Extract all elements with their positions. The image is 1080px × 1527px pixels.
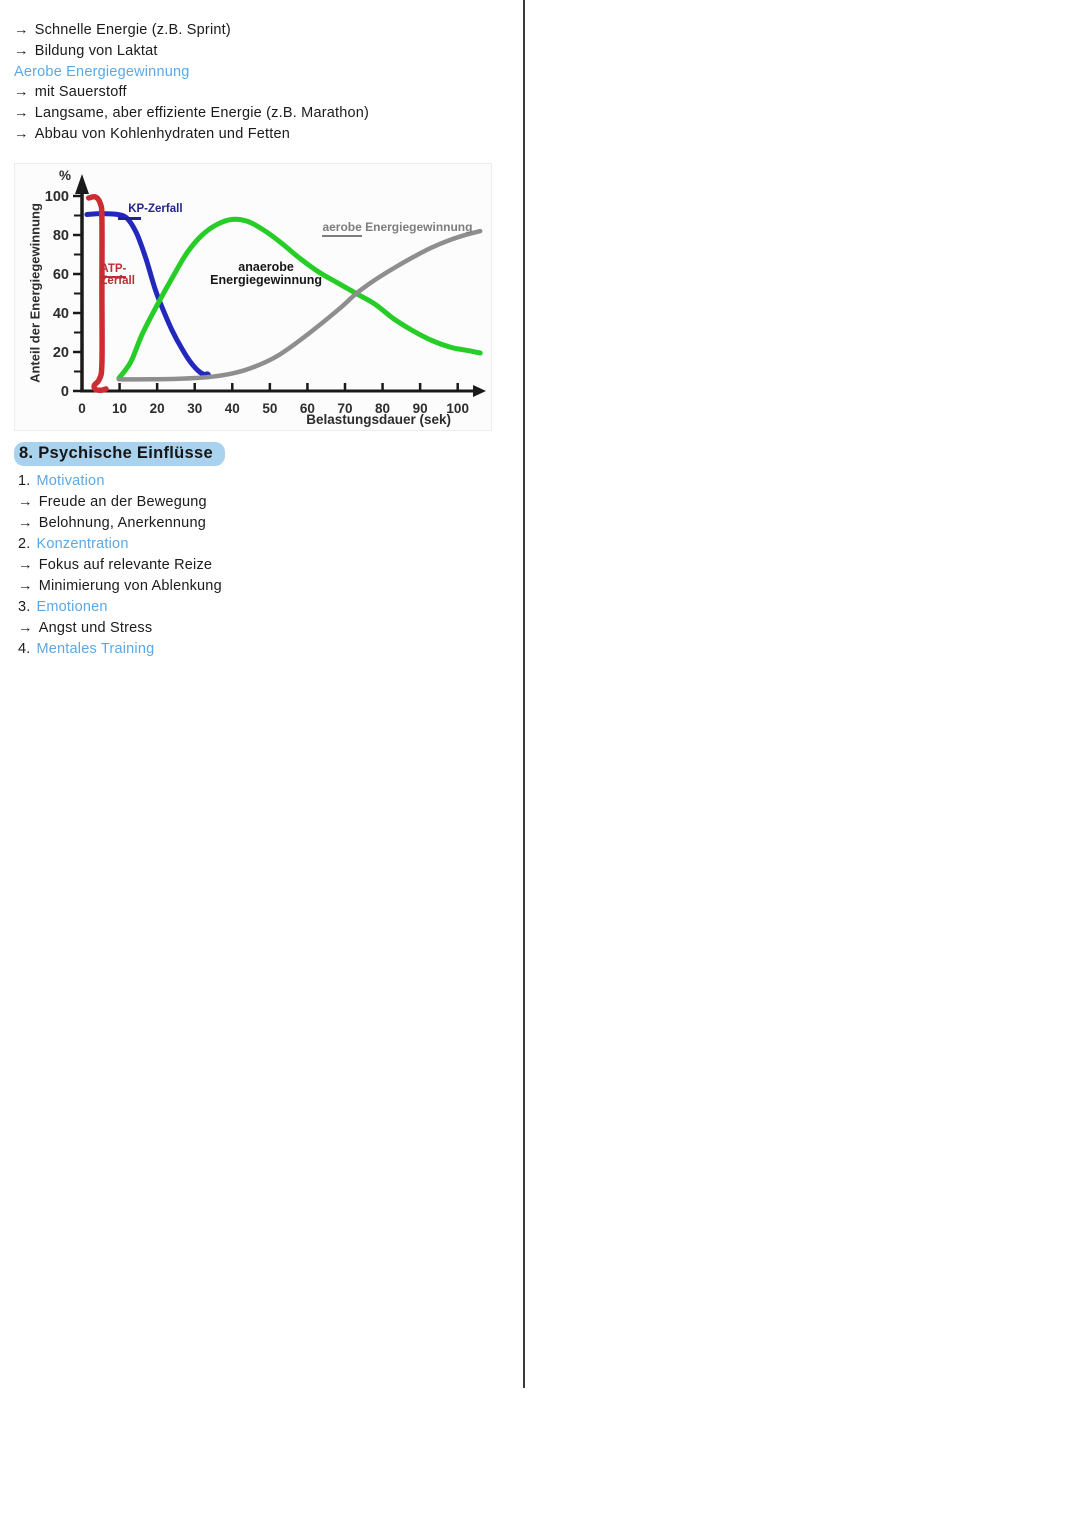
- section-item: 3. Emotionen: [18, 599, 108, 615]
- section-heading: 8. Psychische Einflüsse: [14, 442, 494, 466]
- note-text: mit Sauerstoff: [34, 84, 127, 101]
- svg-text:50: 50: [262, 401, 277, 416]
- arrow-glyph: →: [14, 22, 29, 38]
- svg-text:0: 0: [78, 401, 86, 416]
- arrow-glyph: →: [14, 42, 29, 59]
- section-item: → Freude an der Bewegung: [18, 494, 207, 510]
- section-item: → Angst und Stress: [18, 620, 153, 636]
- x-axis-label: Belastungsdauer (sek): [306, 412, 451, 427]
- note-line: → mit Sauerstoff: [14, 84, 514, 105]
- curve-aerobe-energiegewinnung: [116, 228, 483, 382]
- note-text: Schnelle Energie (z.B. Sprint): [34, 22, 231, 38]
- page-divider: [523, 0, 525, 1388]
- section-item: → Fokus auf relevante Reize: [18, 557, 213, 573]
- label-underline-dash: [118, 217, 142, 220]
- section-item: → Minimierung von Ablenkung: [18, 578, 222, 594]
- arrow-glyph: →: [14, 125, 29, 142]
- section-item: 1. Motivation: [18, 473, 105, 489]
- section-item: → Belohnung, Anerkennung: [18, 515, 206, 531]
- chart-canvas: 0 10 20 30 40 50 60 70 80 90 100 0 20 40 60 80 100: [45, 174, 486, 416]
- svg-text:40: 40: [53, 306, 69, 322]
- y-axis-label: Anteil der Energiegewinnung: [27, 203, 43, 383]
- svg-text:10: 10: [112, 401, 127, 416]
- svg-text:80: 80: [53, 228, 69, 244]
- note-text: Langsame, aber effiziente Energie (z.B. …: [34, 105, 370, 122]
- anaerobe-curve-label: anaerobe Energiegewinnung: [210, 260, 322, 287]
- note-line-heading-aerob: Aerobe Energiegewinnung: [14, 64, 514, 85]
- section-psychische-einfluesse: 8. Psychische Einflüsse 1. Motivation → Fr…: [14, 442, 494, 662]
- curve-kp-zerfall: [84, 211, 210, 378]
- svg-text:60: 60: [53, 267, 69, 283]
- energy-chart: 0 10 20 30 40 50 60 70 80 90 100 0 20 40 60 80 100 % Ant…: [14, 163, 492, 431]
- kp-curve-label: KP-Zerfall: [118, 203, 183, 220]
- svg-text:90: 90: [413, 401, 428, 416]
- note-line: → Abbau von Kohlenhydraten und Fetten: [14, 126, 514, 147]
- svg-text:30: 30: [187, 401, 202, 416]
- svg-text:80: 80: [375, 401, 390, 416]
- note-text: Aerobe Energiegewinnung: [14, 63, 190, 80]
- atp-curve-label: ATP- Zerfall: [100, 262, 135, 288]
- section-item: 2. Konzentration: [18, 536, 129, 552]
- svg-text:20: 20: [53, 345, 69, 361]
- note-text: Bildung von Laktat: [34, 42, 158, 59]
- svg-text:100: 100: [446, 401, 469, 416]
- svg-text:40: 40: [225, 401, 240, 416]
- arrow-glyph: →: [14, 84, 29, 101]
- svg-text:20: 20: [150, 401, 165, 416]
- arrow-glyph: →: [14, 105, 29, 122]
- svg-text:100: 100: [45, 189, 69, 205]
- note-line: → Schnelle Energie (z.B. Sprint): [14, 22, 514, 43]
- percent-unit-label: %: [59, 168, 72, 183]
- top-notes-block: → Schnelle Energie (z.B. Sprint) → Bildung…: [14, 22, 514, 147]
- note-line: → Langsame, aber effiziente Energie (z.B.…: [14, 105, 514, 126]
- note-text: Abbau von Kohlenhydraten und Fetten: [34, 125, 291, 142]
- svg-text:0: 0: [61, 384, 69, 400]
- note-line: → Bildung von Laktat: [14, 43, 514, 64]
- svg-text:60: 60: [300, 401, 315, 416]
- curve-anaerobe-energiegewinnung: [116, 216, 483, 381]
- highlighted-heading: 8. Psychische Einflüsse: [14, 442, 225, 466]
- section-item: 4. Mentales Training: [18, 641, 155, 657]
- svg-text:70: 70: [337, 401, 352, 416]
- curve-atp-zerfall: [86, 193, 109, 393]
- aerobe-curve-label: aerobe Energiegewinnung: [322, 220, 472, 238]
